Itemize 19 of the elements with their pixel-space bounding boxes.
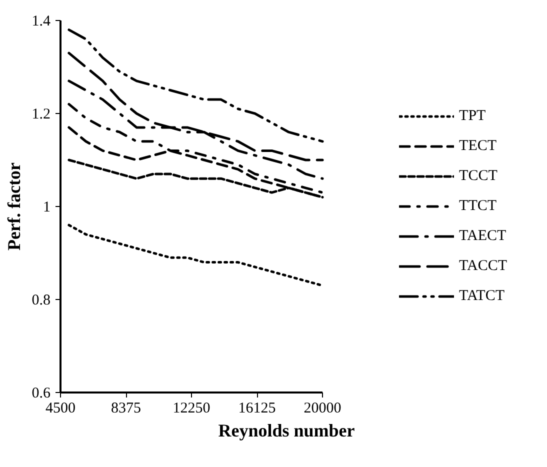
x-tick-label: 16125 (238, 400, 276, 416)
legend-label: TAECT (459, 228, 506, 244)
legend-label: TTCT (459, 198, 497, 214)
x-axis-title: Reynolds number (218, 420, 355, 440)
legend-label: TATCT (459, 288, 504, 304)
x-tick-label: 20000 (304, 400, 342, 416)
x-tick-label: 4500 (46, 400, 76, 416)
legend-label: TPT (459, 108, 486, 124)
x-tick-label: 8375 (111, 400, 141, 416)
y-tick-label: 1.4 (32, 14, 51, 30)
y-tick-label: 0.6 (32, 386, 51, 402)
legend-label: TACCT (459, 258, 507, 274)
y-axis-title: Perf. factor (4, 162, 24, 250)
x-tick-label: 12250 (172, 400, 210, 416)
legend-label: TECT (459, 138, 497, 154)
y-tick-label: 1 (43, 200, 50, 216)
legend-label: TCCT (459, 168, 498, 184)
y-tick-label: 0.8 (32, 292, 50, 308)
y-tick-label: 1.2 (32, 106, 50, 122)
